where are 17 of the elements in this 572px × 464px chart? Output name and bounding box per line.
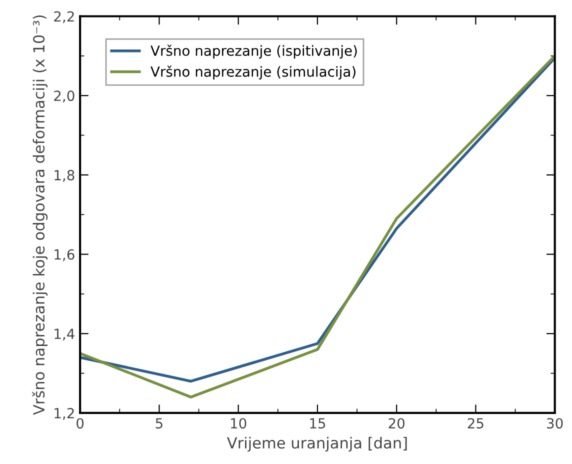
y-tick-label: 1,2 xyxy=(54,408,74,420)
x-tick-label: 30 xyxy=(547,418,563,429)
y-tick-label: 2,2 xyxy=(54,11,74,24)
y-tick-label: 2,0 xyxy=(54,90,74,102)
y-tick-label: 1,8 xyxy=(54,170,74,182)
x-tick-label: 20 xyxy=(388,418,404,429)
legend-label: Vršno naprezanje (simulacija) xyxy=(150,66,356,80)
y-tick-label: 1,6 xyxy=(54,249,74,262)
x-tick-label: 0 xyxy=(76,418,84,429)
x-tick-label: 25 xyxy=(468,418,484,429)
x-tick-label: 10 xyxy=(231,418,246,429)
y-axis-title: Vršno naprezanje koje odgovara deformaciji (x 10⁻³) xyxy=(32,15,48,415)
x-tick-label: 5 xyxy=(156,418,162,429)
legend-label: Vršno naprezanje (ispitivanje) xyxy=(150,44,357,59)
y-tick-label: 1,4 xyxy=(54,328,74,341)
x-axis-title: Vrijeme uranjanja [dan] xyxy=(226,436,407,452)
x-tick-label: 15 xyxy=(310,418,326,429)
